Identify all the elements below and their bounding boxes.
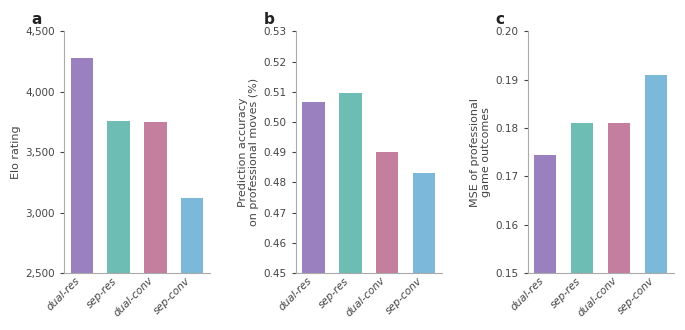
Bar [145,122,166,330]
Y-axis label: Elo rating: Elo rating [11,125,21,179]
Text: c: c [495,12,505,27]
Y-axis label: Prediction accuracy
on professional moves (%): Prediction accuracy on professional move… [238,78,260,226]
Text: a: a [32,12,42,27]
Bar [413,173,436,330]
Bar [303,102,325,330]
Bar [376,152,399,330]
Bar [645,75,667,330]
Bar [182,198,203,330]
Bar [71,58,92,330]
Text: b: b [264,12,275,27]
Bar [571,123,593,330]
Bar [108,121,129,330]
Bar [608,123,630,330]
Bar [339,93,362,330]
Y-axis label: MSE of professional
game outcomes: MSE of professional game outcomes [470,98,491,207]
Bar [534,154,556,330]
